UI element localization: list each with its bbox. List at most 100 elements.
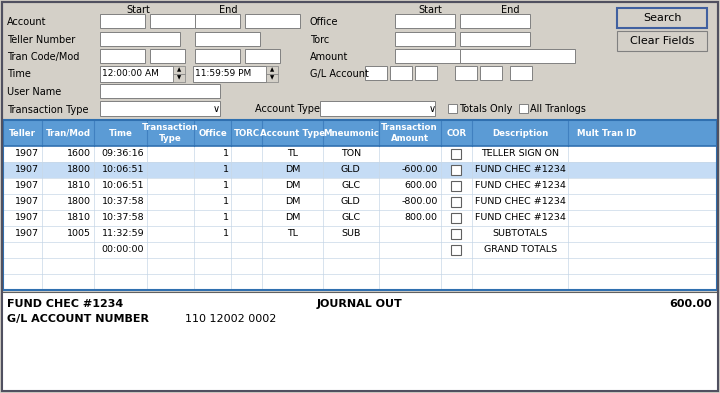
Text: 1810: 1810 [67, 182, 91, 191]
Text: 1: 1 [222, 182, 228, 191]
Text: JOURNAL OUT: JOURNAL OUT [317, 299, 403, 309]
Bar [395, 32, 455, 46]
Text: Mult Tran ID: Mult Tran ID [577, 129, 636, 138]
Text: End: End [219, 5, 238, 15]
Text: TL: TL [287, 230, 298, 239]
Text: ▼: ▼ [270, 75, 274, 81]
Text: G/L Account: G/L Account [310, 69, 369, 79]
Text: TORC: TORC [234, 129, 260, 138]
Text: SUB: SUB [341, 230, 361, 239]
Bar [3, 178, 717, 194]
Text: 00:00:00: 00:00:00 [102, 246, 144, 255]
Text: ∨: ∨ [212, 104, 220, 114]
Bar [448, 104, 457, 113]
Text: FUND CHEC #1234: FUND CHEC #1234 [7, 299, 123, 309]
Text: 110 12002 0002: 110 12002 0002 [185, 314, 276, 324]
Text: -600.00: -600.00 [401, 165, 438, 174]
Bar [480, 66, 502, 80]
Bar [510, 66, 532, 80]
Text: 1907: 1907 [15, 230, 40, 239]
Text: ▲: ▲ [270, 68, 274, 72]
Bar [451, 197, 462, 207]
Text: Time: Time [109, 129, 132, 138]
Bar [3, 120, 717, 290]
Text: All Tranlogs: All Tranlogs [530, 104, 586, 114]
Bar [451, 165, 462, 175]
Text: 1800: 1800 [67, 198, 91, 206]
Text: TL: TL [287, 149, 298, 158]
Text: 1: 1 [222, 165, 228, 174]
Text: 10:37:58: 10:37:58 [102, 213, 144, 222]
Text: 800.00: 800.00 [405, 213, 438, 222]
Bar [395, 14, 455, 28]
Bar [3, 274, 717, 290]
Bar [100, 84, 220, 98]
Text: Account Type: Account Type [260, 129, 325, 138]
Text: 1: 1 [222, 198, 228, 206]
Text: GLD: GLD [341, 165, 361, 174]
Bar [617, 8, 707, 28]
Bar [451, 229, 462, 239]
Text: 1907: 1907 [15, 213, 40, 222]
Bar [3, 146, 717, 162]
Bar [365, 66, 387, 80]
Text: Tran/Mod: Tran/Mod [45, 129, 91, 138]
Text: Time: Time [7, 69, 31, 79]
Text: TON: TON [341, 149, 361, 158]
Text: Teller Number: Teller Number [7, 35, 76, 45]
Text: 1005: 1005 [67, 230, 91, 239]
Text: 09:36:16: 09:36:16 [102, 149, 144, 158]
Text: 1: 1 [222, 213, 228, 222]
Text: FUND CHEC #1234: FUND CHEC #1234 [475, 182, 566, 191]
Text: ∨: ∨ [428, 104, 436, 114]
Text: 10:06:51: 10:06:51 [102, 182, 144, 191]
Text: Description: Description [492, 129, 549, 138]
Text: FUND CHEC #1234: FUND CHEC #1234 [475, 165, 566, 174]
Bar [173, 74, 185, 82]
Text: Transaction Type: Transaction Type [7, 105, 89, 115]
Bar [451, 181, 462, 191]
Text: 1907: 1907 [15, 182, 40, 191]
Bar [460, 32, 530, 46]
Bar [100, 14, 145, 28]
Text: 10:37:58: 10:37:58 [102, 198, 144, 206]
Text: -800.00: -800.00 [401, 198, 438, 206]
Bar [150, 14, 205, 28]
Bar [2, 292, 718, 391]
Text: Torc: Torc [310, 35, 329, 45]
Bar [320, 101, 435, 116]
Text: TELLER SIGN ON: TELLER SIGN ON [481, 149, 559, 158]
Text: G/L ACCOUNT NUMBER: G/L ACCOUNT NUMBER [7, 314, 149, 324]
Text: 1600: 1600 [67, 149, 91, 158]
Bar [519, 104, 528, 113]
Bar [100, 32, 180, 46]
Text: ▼: ▼ [177, 75, 181, 81]
Text: 11:59:59 PM: 11:59:59 PM [195, 70, 251, 79]
Text: Account Type: Account Type [255, 104, 320, 114]
Text: Transaction
Type: Transaction Type [142, 123, 199, 143]
Bar [451, 213, 462, 223]
Text: 1907: 1907 [15, 149, 40, 158]
Bar [195, 14, 240, 28]
Text: DM: DM [285, 182, 300, 191]
Text: Search: Search [643, 13, 681, 23]
Text: DM: DM [285, 213, 300, 222]
Text: 12:00:00 AM: 12:00:00 AM [102, 70, 159, 79]
Bar [455, 66, 477, 80]
Text: 11:32:59: 11:32:59 [102, 230, 144, 239]
Text: COR: COR [446, 129, 467, 138]
Bar [245, 49, 280, 63]
Bar [3, 226, 717, 242]
Text: 10:06:51: 10:06:51 [102, 165, 144, 174]
Text: 1: 1 [222, 230, 228, 239]
Text: GLC: GLC [341, 182, 360, 191]
Bar [3, 120, 717, 146]
Text: GRAND TOTALS: GRAND TOTALS [484, 246, 557, 255]
Text: Account: Account [7, 17, 47, 27]
Text: ▲: ▲ [177, 68, 181, 72]
Text: Mneumonic: Mneumonic [323, 129, 379, 138]
Bar [415, 66, 437, 80]
Bar [150, 49, 185, 63]
Bar [195, 32, 260, 46]
Text: End: End [500, 5, 519, 15]
